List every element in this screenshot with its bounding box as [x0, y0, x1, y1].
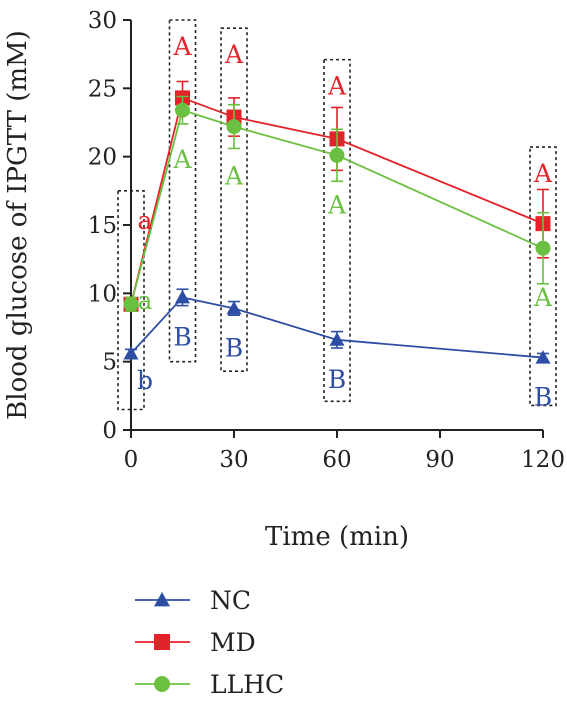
data-point	[535, 240, 551, 256]
data-point	[123, 296, 139, 312]
legend-label: LLHC	[210, 670, 284, 699]
y-tick-label: 25	[88, 76, 117, 102]
sig-label-nc: B	[328, 365, 346, 394]
y-tick-label: 20	[88, 145, 117, 171]
significance-labels: a a b A A B A A B A A B A A B	[137, 32, 553, 412]
series-llhc	[123, 95, 551, 312]
series-nc	[123, 288, 551, 364]
data-point	[226, 300, 242, 315]
sig-label-llhc: A	[172, 145, 192, 174]
sig-label-md: A	[327, 72, 347, 101]
legend-item-llhc: LLHC	[135, 670, 284, 699]
legend-label: NC	[210, 586, 251, 615]
data-point	[175, 102, 190, 118]
sig-label-nc: B	[225, 333, 243, 362]
significance-box	[529, 146, 557, 407]
data-point	[535, 350, 551, 364]
ticks: 0 30 60 90 120 0 5 10 15 20 25 30	[88, 8, 565, 473]
data-point	[329, 147, 345, 163]
x-tick-label: 90	[425, 447, 454, 473]
sig-label-md: A	[172, 32, 192, 61]
legend-marker	[154, 592, 170, 607]
data-point	[175, 289, 190, 304]
sig-label-nc: B	[173, 322, 191, 351]
y-tick-label: 5	[102, 350, 117, 376]
legend-label: MD	[210, 628, 256, 657]
y-tick-label: 30	[88, 8, 117, 34]
x-tick-label: 0	[124, 447, 139, 473]
legend: NC MD LLHC	[135, 586, 284, 699]
sig-label-llhc: A	[327, 190, 347, 219]
legend-marker	[154, 634, 170, 650]
y-axis-label: Blood glucose of IPGTT (mM)	[3, 30, 33, 420]
x-tick-label: 30	[219, 447, 248, 473]
data-point	[226, 119, 242, 135]
series-layer	[123, 80, 551, 364]
y-tick-label: 10	[88, 281, 117, 307]
legend-item-md: MD	[135, 628, 256, 657]
significance-box	[168, 19, 197, 363]
legend-item-nc: NC	[135, 586, 251, 615]
x-tick-label: 120	[521, 447, 565, 473]
y-tick-label: 15	[88, 213, 117, 239]
significance-box	[220, 27, 248, 373]
sig-label-nc: B	[534, 383, 552, 412]
data-point	[329, 332, 345, 346]
sig-label-nc: b	[137, 366, 153, 395]
legend-marker	[154, 676, 170, 692]
x-tick-label: 60	[322, 447, 351, 473]
sig-label-md: a	[138, 206, 153, 235]
sig-label-llhc: A	[224, 162, 244, 191]
y-tick-label: 0	[102, 418, 117, 444]
data-point	[123, 345, 139, 360]
significance-box	[323, 58, 351, 403]
sig-label-llhc: a	[138, 286, 153, 315]
sig-label-llhc: A	[533, 283, 553, 312]
sig-label-md: A	[224, 40, 244, 69]
x-axis-label: Time (min)	[265, 522, 409, 552]
sig-label-md: A	[533, 159, 553, 188]
